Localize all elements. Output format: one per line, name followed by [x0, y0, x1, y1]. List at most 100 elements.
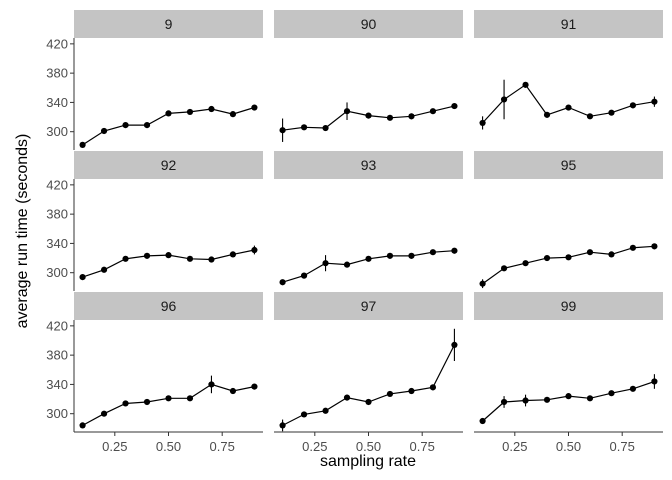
data-point — [500, 96, 508, 103]
data-point — [143, 252, 151, 259]
data-point — [522, 81, 529, 88]
data-point — [365, 398, 372, 406]
data-point — [251, 104, 258, 111]
facet-strip — [274, 292, 463, 320]
data-point — [165, 395, 172, 402]
x-tick-label: 0.50 — [156, 439, 181, 454]
y-tick-label: 300 — [46, 124, 68, 139]
data-point — [408, 252, 415, 259]
facet-strip-label: 93 — [361, 157, 377, 173]
series-line — [482, 380, 655, 422]
data-point — [429, 384, 437, 391]
data-point — [251, 383, 258, 390]
data-point — [586, 249, 594, 256]
facet-panel-95: 95 — [474, 151, 663, 289]
facet-strip — [274, 151, 463, 179]
data-point — [229, 387, 237, 395]
data-point — [279, 127, 286, 134]
data-point — [451, 102, 458, 110]
data-point — [608, 390, 615, 397]
data-point — [122, 400, 129, 407]
y-tick-label: 340 — [46, 95, 68, 110]
facet-strip — [74, 151, 263, 179]
facet-strip-label: 9 — [165, 16, 173, 32]
data-point — [608, 109, 615, 116]
data-point — [279, 279, 286, 286]
y-tick-label: 340 — [46, 236, 68, 251]
facet-strip — [74, 292, 263, 320]
facet-strip — [474, 292, 663, 320]
data-point — [143, 398, 151, 406]
data-point — [208, 105, 215, 113]
data-point — [208, 381, 215, 388]
data-point — [429, 108, 437, 115]
data-point — [79, 273, 86, 281]
facet-panels: 9 300 340 380 420 90 91 92 300 340 380 420 93 95 96 300… — [46, 10, 663, 454]
data-point — [500, 265, 508, 272]
y-tick-label: 300 — [46, 406, 68, 421]
facet-strip — [74, 10, 263, 38]
x-tick-label: 0.25 — [302, 439, 327, 454]
y-tick-label: 380 — [46, 207, 68, 222]
data-point — [451, 247, 458, 254]
data-point — [608, 251, 615, 258]
data-point — [365, 255, 372, 262]
data-point — [479, 417, 486, 425]
data-point — [343, 394, 351, 401]
data-point — [165, 110, 172, 117]
data-point — [251, 246, 258, 254]
data-point — [322, 124, 329, 132]
facet-strip-label: 99 — [561, 298, 577, 314]
facet-panel-90: 90 — [274, 10, 463, 142]
facet-strip — [474, 151, 663, 179]
data-point — [522, 260, 529, 267]
data-point — [100, 410, 108, 417]
data-point — [408, 113, 415, 120]
data-point — [629, 385, 637, 392]
x-tick-label: 0.25 — [502, 439, 527, 454]
data-point — [300, 272, 308, 279]
data-point — [451, 341, 458, 348]
data-point — [543, 111, 551, 118]
facet-strip-label: 92 — [161, 157, 177, 173]
y-tick-label: 380 — [46, 348, 68, 363]
data-point — [651, 243, 658, 250]
y-axis-title: average run time (seconds) — [14, 134, 31, 329]
data-point — [429, 249, 437, 256]
facet-panel-99: 99 0.25 0.50 0.75 — [474, 292, 663, 454]
data-point — [165, 252, 172, 259]
x-tick-label: 0.75 — [410, 439, 435, 454]
facet-panel-96: 96 300 340 380 420 0.25 0.50 0.75 — [46, 292, 263, 454]
data-point — [651, 378, 658, 385]
data-point — [79, 141, 86, 148]
facet-strip-label: 95 — [561, 157, 577, 173]
data-point — [279, 422, 286, 429]
series-line — [282, 344, 455, 426]
data-point — [386, 390, 394, 398]
data-point — [229, 111, 237, 118]
data-point — [322, 407, 329, 414]
data-point — [229, 251, 237, 258]
x-tick-label: 0.50 — [356, 439, 381, 454]
x-tick-label: 0.50 — [556, 439, 581, 454]
data-point — [479, 280, 486, 287]
data-point — [186, 395, 194, 402]
data-point — [586, 113, 594, 120]
data-point — [79, 422, 86, 429]
facet-panel-92: 92 300 340 380 420 — [46, 151, 263, 291]
data-point — [343, 261, 351, 268]
data-point — [629, 102, 637, 109]
y-tick-label: 300 — [46, 265, 68, 280]
data-point — [343, 108, 351, 115]
data-point — [300, 124, 308, 131]
data-point — [543, 254, 551, 262]
facet-strip-label: 90 — [361, 16, 377, 32]
data-point — [565, 254, 572, 261]
facet-panel-97: 97 0.25 0.50 0.75 — [274, 292, 463, 454]
x-tick-label: 0.25 — [102, 439, 127, 454]
data-point — [386, 252, 394, 259]
data-point — [651, 98, 658, 105]
data-point — [300, 411, 308, 418]
data-point — [186, 255, 194, 262]
